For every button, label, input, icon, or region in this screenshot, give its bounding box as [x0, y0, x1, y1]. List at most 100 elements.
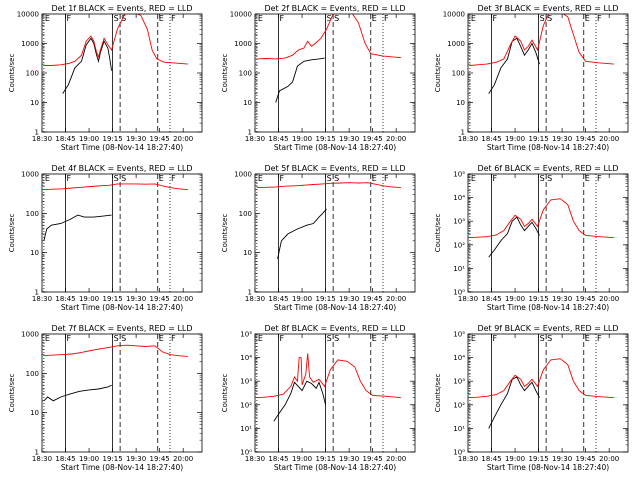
y-tick-label: 10 — [30, 99, 39, 107]
time-marker-label: F — [280, 14, 285, 23]
y-tick-label: 1000 — [21, 331, 39, 339]
y-tick-label: 100 — [239, 210, 252, 218]
x-tick-label: 19:30 — [339, 455, 359, 463]
x-tick-label: 19:45 — [363, 135, 383, 143]
time-marker-label: E — [471, 174, 476, 183]
time-marker-label: S — [327, 334, 332, 343]
panel-title: Det 6f BLACK = Events, RED = LLD — [477, 164, 618, 173]
x-tick-label: 19:45 — [363, 295, 383, 303]
x-tick-label: 18:45 — [268, 455, 288, 463]
y-tick-label: 10⁴ — [453, 194, 465, 202]
y-axis-label: Counts/sec — [434, 214, 442, 253]
y-tick-label: 1 — [35, 449, 39, 457]
y-axis-label: Counts/sec — [434, 54, 442, 93]
y-tick-label: 1000 — [234, 171, 252, 179]
panel-frame — [41, 173, 203, 293]
x-axis-label: Start Time (08-Nov-14 18:27:40) — [61, 303, 183, 312]
events-series-line — [43, 214, 112, 241]
x-tick-label: 19:45 — [150, 455, 170, 463]
x-tick-label: 19:00 — [505, 455, 525, 463]
time-marker-label: S — [327, 174, 332, 183]
y-tick-label: 1 — [35, 289, 39, 297]
time-marker-label: F — [493, 334, 498, 343]
y-tick-label: 10⁰ — [240, 449, 252, 457]
x-tick-label: 19:30 — [552, 295, 572, 303]
x-tick-label: 20:00 — [599, 135, 619, 143]
time-marker-label: S — [327, 14, 332, 23]
lld-series-line — [43, 14, 188, 66]
panel-plot-area — [43, 183, 188, 241]
panel-frame — [467, 13, 629, 133]
time-marker-label: E — [45, 334, 50, 343]
y-axis-label: Counts/sec — [8, 374, 16, 413]
panel-frame — [254, 333, 416, 453]
detector-panel: Det 3f BLACK = Events, RED = LLD 1 10 100 10… — [434, 4, 629, 152]
y-tick-label: 1000 — [21, 40, 39, 48]
panel-title: Det 5f BLACK = Events, RED = LLD — [264, 164, 405, 173]
x-tick-label: 19:45 — [363, 455, 383, 463]
y-tick-label: 10⁵ — [240, 331, 252, 339]
lld-series-line — [469, 14, 614, 66]
x-tick-label: 18:45 — [55, 455, 75, 463]
x-tick-label: 20:00 — [173, 135, 193, 143]
x-tick-label: 19:00 — [79, 295, 99, 303]
x-tick-label: 18:30 — [32, 295, 52, 303]
time-marker-label: E — [585, 14, 590, 23]
x-tick-label: 20:00 — [173, 295, 193, 303]
time-marker-label: E — [258, 14, 263, 23]
y-tick-label: 10³ — [240, 378, 252, 386]
time-marker-label: F — [597, 334, 602, 343]
x-tick-label: 18:30 — [32, 135, 52, 143]
x-tick-label: 19:00 — [292, 295, 312, 303]
y-tick-label: 10² — [453, 241, 465, 249]
x-axis-label: Start Time (08-Nov-14 18:27:40) — [487, 303, 609, 312]
y-tick-label: 10 — [456, 99, 465, 107]
y-tick-label: 10⁰ — [453, 289, 465, 297]
time-marker-label: E — [159, 14, 164, 23]
x-axis-label: Start Time (08-Nov-14 18:27:40) — [274, 303, 396, 312]
time-marker-label: S — [121, 174, 126, 183]
x-tick-label: 18:45 — [481, 135, 501, 143]
panel-plot-area — [469, 14, 614, 94]
panel-title: Det 4f BLACK = Events, RED = LLD — [51, 164, 192, 173]
time-marker-label: E — [372, 174, 377, 183]
y-tick-label: 10² — [240, 401, 252, 409]
panel-title: Det 1f BLACK = Events, RED = LLD — [51, 4, 192, 13]
x-tick-label: 19:00 — [292, 135, 312, 143]
y-tick-label: 100 — [452, 70, 465, 78]
x-tick-label: 19:45 — [150, 135, 170, 143]
detector-panel: Det 7f BLACK = Events, RED = LLD 1 10 100 10… — [8, 324, 203, 472]
time-marker-label: S — [334, 14, 339, 23]
y-tick-label: 10000 — [17, 11, 39, 19]
time-marker-label: F — [67, 334, 72, 343]
time-marker-label: E — [585, 174, 590, 183]
time-marker-label: S — [114, 334, 119, 343]
x-tick-label: 18:30 — [32, 455, 52, 463]
time-marker-label: F — [171, 14, 176, 23]
x-tick-label: 19:15 — [528, 455, 548, 463]
y-tick-label: 10⁴ — [240, 354, 252, 362]
time-marker-label: F — [597, 14, 602, 23]
x-tick-label: 18:30 — [458, 135, 478, 143]
panel-title: Det 7f BLACK = Events, RED = LLD — [51, 324, 192, 333]
panel-title: Det 9f BLACK = Events, RED = LLD — [477, 324, 618, 333]
x-tick-label: 19:00 — [505, 295, 525, 303]
time-marker-label: E — [258, 334, 263, 343]
panel-frame — [41, 333, 203, 453]
panel-frame — [254, 13, 416, 133]
y-tick-label: 100 — [26, 70, 39, 78]
time-marker-label: S — [121, 334, 126, 343]
detector-panel: Det 6f BLACK = Events, RED = LLD 10⁰ 10¹ 10… — [434, 164, 629, 312]
x-tick-label: 19:30 — [126, 295, 146, 303]
lld-series-line — [256, 353, 401, 399]
y-tick-label: 1000 — [21, 171, 39, 179]
x-tick-label: 20:00 — [386, 455, 406, 463]
x-axis-label: Start Time (08-Nov-14 18:27:40) — [61, 463, 183, 472]
y-axis-label: Counts/sec — [434, 374, 442, 413]
events-series-line — [488, 216, 540, 258]
time-marker-label: S — [114, 174, 119, 183]
y-tick-label: 10⁰ — [453, 449, 465, 457]
x-tick-label: 20:00 — [599, 295, 619, 303]
time-marker-label: E — [258, 174, 263, 183]
